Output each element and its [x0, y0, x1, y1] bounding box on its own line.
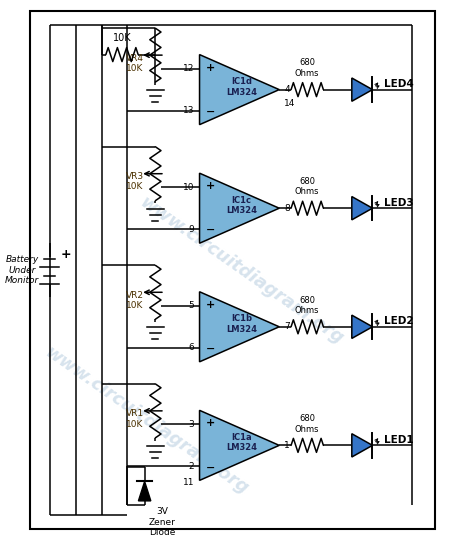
Text: 8: 8: [284, 204, 290, 213]
Text: 680
Ohms: 680 Ohms: [295, 177, 320, 196]
Text: IC1b
LM324: IC1b LM324: [226, 314, 257, 334]
Text: 680
Ohms: 680 Ohms: [295, 295, 320, 315]
Text: 1: 1: [284, 441, 290, 450]
Text: 680
Ohms: 680 Ohms: [295, 58, 320, 78]
Text: IC1d
LM324: IC1d LM324: [226, 77, 257, 96]
Text: LED4: LED4: [384, 79, 414, 89]
Text: www.circuitdiagram.org: www.circuitdiagram.org: [42, 344, 252, 499]
Text: 14: 14: [284, 99, 296, 107]
Text: 680
Ohms: 680 Ohms: [295, 414, 320, 433]
Text: IC1a
LM324: IC1a LM324: [226, 433, 257, 452]
Text: +: +: [206, 63, 215, 72]
Text: −: −: [206, 225, 216, 235]
Text: VR2
10K: VR2 10K: [126, 290, 144, 310]
Polygon shape: [199, 292, 279, 362]
Text: +: +: [206, 300, 215, 310]
Text: VR1
10K: VR1 10K: [126, 409, 144, 429]
Text: VR4
10K: VR4 10K: [126, 53, 144, 73]
Polygon shape: [352, 197, 373, 220]
Polygon shape: [352, 78, 373, 101]
Text: 3V
Zener
Diode: 3V Zener Diode: [149, 507, 176, 537]
Text: 2: 2: [189, 462, 194, 471]
Text: LED1: LED1: [384, 435, 414, 445]
Text: 11: 11: [183, 478, 194, 487]
Polygon shape: [138, 481, 151, 501]
Polygon shape: [199, 54, 279, 125]
Text: 12: 12: [183, 64, 194, 73]
Text: LED2: LED2: [384, 317, 414, 326]
Polygon shape: [199, 173, 279, 243]
Text: 13: 13: [183, 106, 194, 115]
Text: −: −: [206, 344, 216, 354]
Text: +: +: [206, 418, 215, 428]
Text: 3: 3: [189, 420, 194, 429]
Text: 10K: 10K: [113, 33, 131, 43]
Text: IC1c
LM324: IC1c LM324: [226, 196, 257, 215]
Polygon shape: [199, 410, 279, 480]
Text: +: +: [61, 247, 71, 261]
FancyBboxPatch shape: [31, 11, 436, 529]
Text: VR3
10K: VR3 10K: [126, 172, 144, 191]
Polygon shape: [352, 434, 373, 457]
Text: Battery
Under
Monitor: Battery Under Monitor: [5, 255, 39, 285]
Text: 4: 4: [284, 85, 290, 94]
Text: −: −: [206, 107, 216, 117]
Text: 6: 6: [189, 343, 194, 352]
Polygon shape: [352, 315, 373, 338]
Text: −: −: [206, 463, 216, 473]
Text: LED3: LED3: [384, 198, 414, 208]
Text: 5: 5: [189, 301, 194, 310]
Text: 7: 7: [284, 322, 290, 331]
Text: 10: 10: [183, 183, 194, 192]
Text: www.circuitdiagram.org: www.circuitdiagram.org: [136, 193, 347, 348]
Text: +: +: [206, 181, 215, 191]
Text: 9: 9: [189, 225, 194, 234]
